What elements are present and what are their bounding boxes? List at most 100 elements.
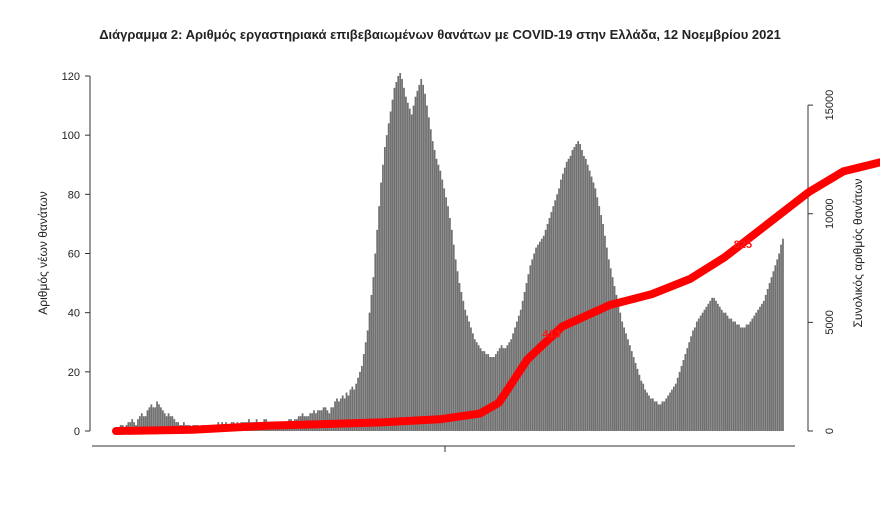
bar (472, 333, 474, 432)
bar (334, 401, 336, 431)
bar (445, 197, 447, 431)
bar (753, 315, 756, 432)
bar (734, 321, 736, 431)
bar (644, 389, 647, 431)
bar (707, 303, 710, 431)
bar (690, 336, 692, 431)
bar (669, 392, 671, 431)
bar (761, 303, 763, 431)
bar (408, 108, 411, 431)
bar (359, 371, 361, 431)
chart-title: Διάγραμμα 2: Αριθμός εργαστηριακά επιβεβ… (99, 27, 781, 42)
bar (452, 244, 455, 432)
bar (353, 389, 356, 431)
bar (619, 312, 622, 431)
bar (439, 170, 442, 432)
bar (395, 81, 398, 432)
bar (148, 407, 151, 431)
bar (571, 149, 574, 431)
bar-series (116, 73, 784, 432)
bar (550, 212, 553, 431)
right-tick-label: 0 (824, 428, 836, 434)
bar (682, 360, 685, 431)
bar (481, 351, 484, 432)
bar (533, 253, 536, 431)
bar (634, 362, 637, 431)
bar (686, 348, 689, 431)
bar (776, 259, 779, 431)
bar (579, 144, 581, 432)
bar (548, 218, 551, 431)
bar (720, 309, 723, 431)
bar (558, 188, 560, 431)
bar (406, 102, 409, 432)
bar (567, 158, 570, 431)
bar (560, 179, 562, 431)
bar (393, 87, 396, 431)
bar (611, 277, 614, 431)
right-tick-label: 15000 (824, 90, 836, 121)
bar (609, 268, 612, 431)
bar (741, 327, 744, 431)
bar (374, 253, 377, 431)
bar (678, 371, 681, 431)
bar (588, 170, 591, 432)
right-tick-label: 5000 (824, 310, 836, 334)
bar (768, 283, 771, 431)
bar (730, 318, 733, 431)
bar (470, 327, 472, 431)
bar (443, 188, 446, 431)
bar (692, 330, 694, 431)
left-tick-label: 120 (62, 71, 80, 83)
bar (412, 105, 415, 431)
bar (697, 318, 700, 431)
bar (627, 339, 629, 431)
bar (401, 78, 403, 432)
bar (592, 182, 595, 431)
bar (473, 339, 476, 431)
bar (554, 200, 557, 431)
bar (650, 398, 652, 431)
bar (780, 244, 782, 432)
bar (468, 321, 470, 431)
bar (745, 324, 748, 431)
bar (498, 348, 501, 431)
bar (715, 300, 717, 431)
bar (435, 158, 438, 431)
annotations: 41382516616 (542, 239, 752, 341)
bar (743, 327, 746, 431)
bar (338, 401, 340, 431)
bar (441, 179, 444, 431)
bar (462, 300, 465, 431)
bar (487, 354, 490, 431)
bar (493, 357, 495, 431)
bar (146, 410, 149, 431)
bar (565, 161, 568, 432)
bar (695, 321, 698, 431)
bar (539, 241, 541, 431)
bar (749, 321, 752, 431)
bar (751, 318, 754, 431)
bar (728, 318, 731, 431)
bar (152, 407, 155, 431)
bar (529, 265, 532, 431)
bar (632, 357, 635, 431)
bar (665, 398, 668, 431)
bar (456, 271, 459, 431)
bar (671, 389, 673, 431)
bar (613, 286, 616, 431)
bar (569, 155, 572, 432)
bar (496, 351, 499, 432)
bar (774, 265, 777, 431)
bar (705, 306, 708, 431)
bar (424, 93, 426, 431)
bar (782, 238, 784, 431)
bar (397, 76, 400, 431)
bar (726, 315, 729, 432)
bar (383, 147, 386, 431)
bar (542, 235, 545, 431)
bar (345, 392, 348, 431)
bar (324, 407, 327, 431)
bar (466, 315, 469, 432)
